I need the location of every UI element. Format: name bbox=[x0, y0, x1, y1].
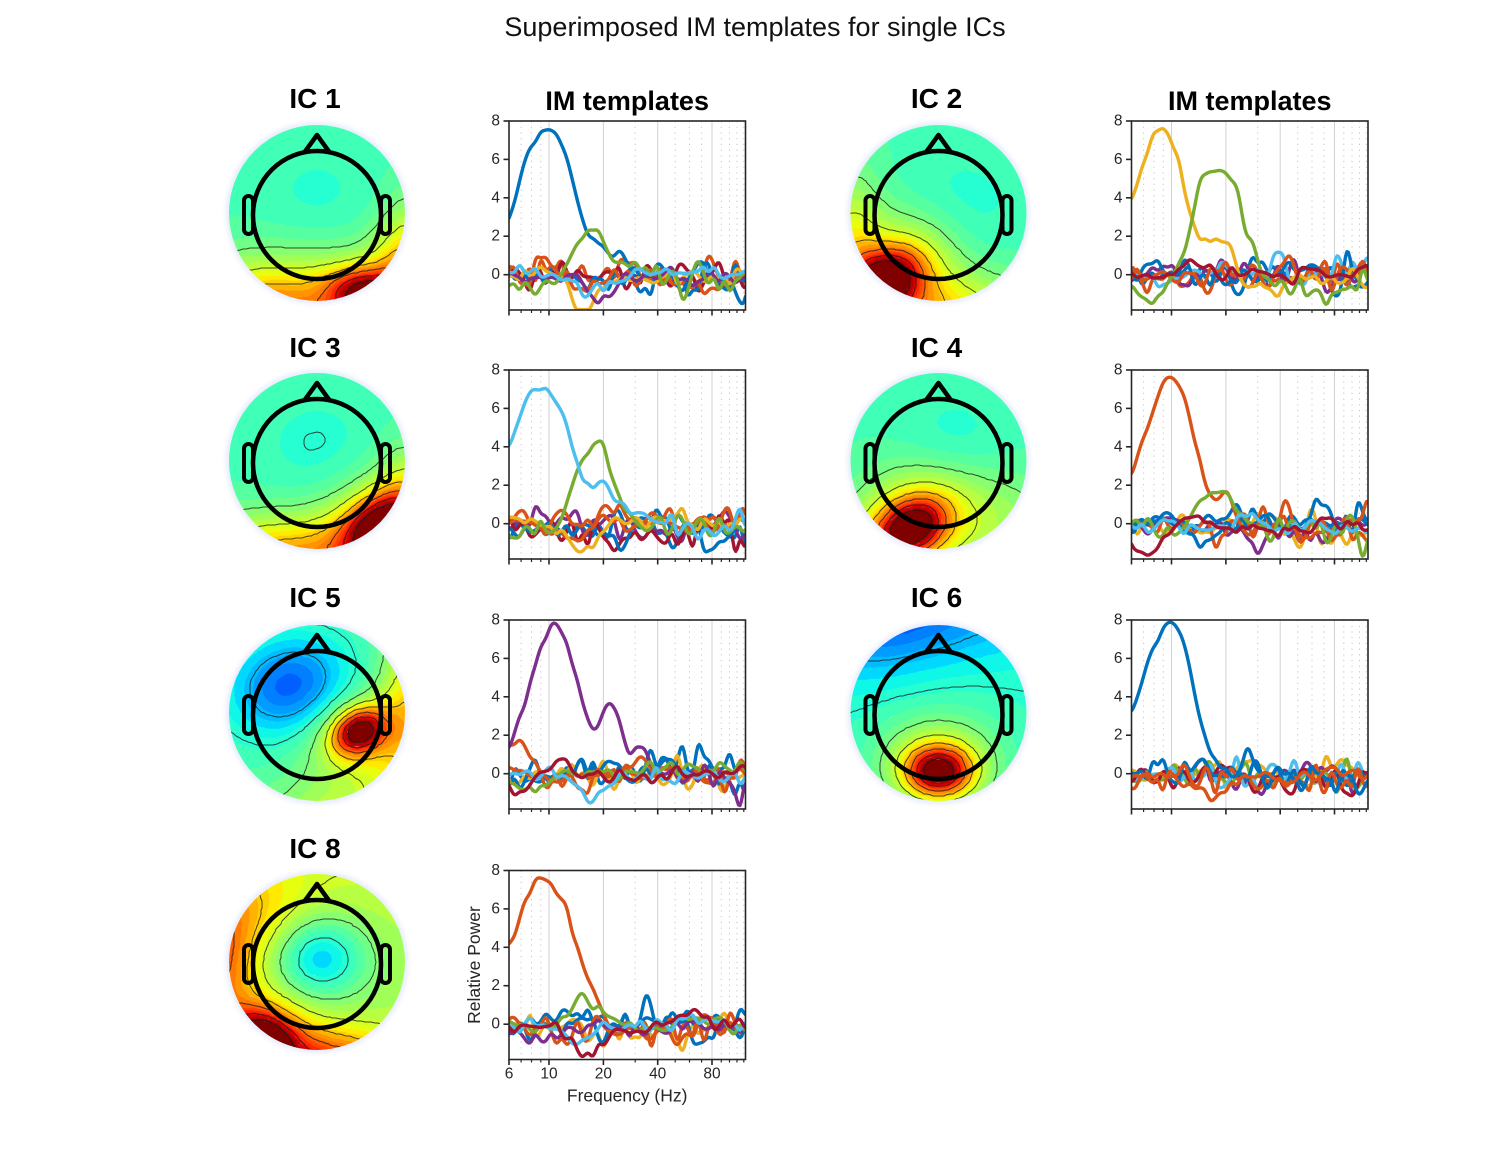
svg-text:IC 4: IC 4 bbox=[911, 332, 963, 363]
svg-text:4: 4 bbox=[1114, 688, 1123, 705]
svg-text:2: 2 bbox=[491, 727, 500, 744]
svg-text:8: 8 bbox=[491, 113, 500, 130]
svg-text:IC 8: IC 8 bbox=[289, 833, 340, 864]
svg-text:4: 4 bbox=[1114, 438, 1123, 455]
svg-text:2: 2 bbox=[491, 228, 500, 245]
svg-text:6: 6 bbox=[1114, 400, 1123, 417]
svg-text:IC 6: IC 6 bbox=[911, 582, 962, 613]
svg-text:4: 4 bbox=[491, 688, 500, 705]
svg-text:8: 8 bbox=[1114, 362, 1123, 379]
svg-text:IC 3: IC 3 bbox=[289, 332, 340, 363]
svg-text:2: 2 bbox=[491, 477, 500, 494]
svg-text:6: 6 bbox=[1114, 151, 1123, 168]
svg-text:Relative Power: Relative Power bbox=[464, 906, 484, 1024]
svg-text:8: 8 bbox=[1114, 113, 1123, 130]
svg-text:0: 0 bbox=[1114, 266, 1123, 283]
svg-text:2: 2 bbox=[1114, 727, 1123, 744]
svg-text:6: 6 bbox=[491, 400, 500, 417]
svg-text:2: 2 bbox=[1114, 228, 1123, 245]
svg-text:0: 0 bbox=[491, 765, 500, 782]
svg-text:4: 4 bbox=[1114, 189, 1123, 206]
svg-text:20: 20 bbox=[595, 1066, 613, 1083]
svg-text:8: 8 bbox=[491, 862, 500, 879]
svg-text:8: 8 bbox=[491, 612, 500, 629]
svg-text:2: 2 bbox=[1114, 477, 1123, 494]
svg-text:6: 6 bbox=[1114, 650, 1123, 667]
svg-text:0: 0 bbox=[491, 515, 500, 532]
svg-text:0: 0 bbox=[1114, 765, 1123, 782]
svg-text:IC 5: IC 5 bbox=[289, 582, 340, 613]
svg-text:4: 4 bbox=[491, 438, 500, 455]
svg-text:6: 6 bbox=[491, 151, 500, 168]
svg-text:0: 0 bbox=[491, 1016, 500, 1033]
svg-text:6: 6 bbox=[491, 650, 500, 667]
svg-text:IM templates: IM templates bbox=[545, 86, 709, 116]
svg-text:8: 8 bbox=[491, 362, 500, 379]
svg-text:Superimposed IM templates for: Superimposed IM templates for single ICs bbox=[504, 12, 1005, 42]
svg-text:80: 80 bbox=[703, 1066, 721, 1083]
svg-text:6: 6 bbox=[491, 900, 500, 917]
svg-text:4: 4 bbox=[491, 189, 500, 206]
svg-text:4: 4 bbox=[491, 939, 500, 956]
svg-text:40: 40 bbox=[649, 1066, 667, 1083]
svg-text:0: 0 bbox=[491, 266, 500, 283]
svg-text:Frequency (Hz): Frequency (Hz) bbox=[567, 1086, 688, 1106]
svg-text:8: 8 bbox=[1114, 612, 1123, 629]
svg-text:IM templates: IM templates bbox=[1168, 86, 1332, 116]
svg-text:IC 2: IC 2 bbox=[911, 83, 962, 114]
svg-text:10: 10 bbox=[540, 1066, 558, 1083]
svg-text:6: 6 bbox=[505, 1066, 514, 1083]
svg-text:IC 1: IC 1 bbox=[289, 83, 340, 114]
svg-text:0: 0 bbox=[1114, 515, 1123, 532]
svg-text:2: 2 bbox=[491, 977, 500, 994]
